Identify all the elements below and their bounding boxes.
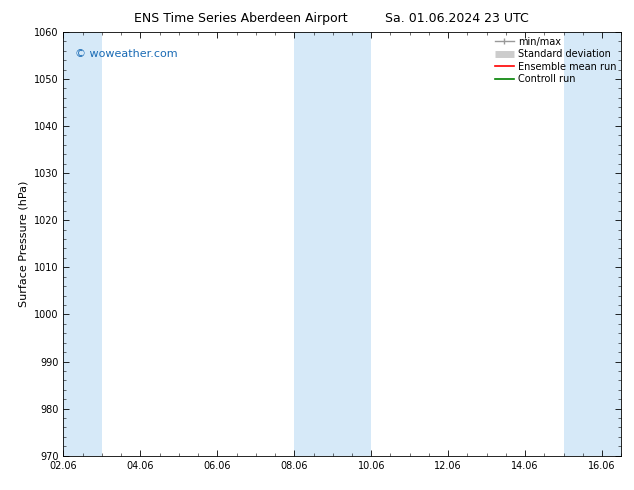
- Text: ENS Time Series Aberdeen Airport: ENS Time Series Aberdeen Airport: [134, 12, 347, 25]
- Bar: [63, 32, 102, 456]
- Bar: [294, 32, 372, 456]
- Legend: min/max, Standard deviation, Ensemble mean run, Controll run: min/max, Standard deviation, Ensemble me…: [493, 35, 618, 86]
- Y-axis label: Surface Pressure (hPa): Surface Pressure (hPa): [18, 181, 29, 307]
- Text: © woweather.com: © woweather.com: [75, 49, 177, 59]
- Text: Sa. 01.06.2024 23 UTC: Sa. 01.06.2024 23 UTC: [385, 12, 528, 25]
- Bar: [564, 32, 621, 456]
